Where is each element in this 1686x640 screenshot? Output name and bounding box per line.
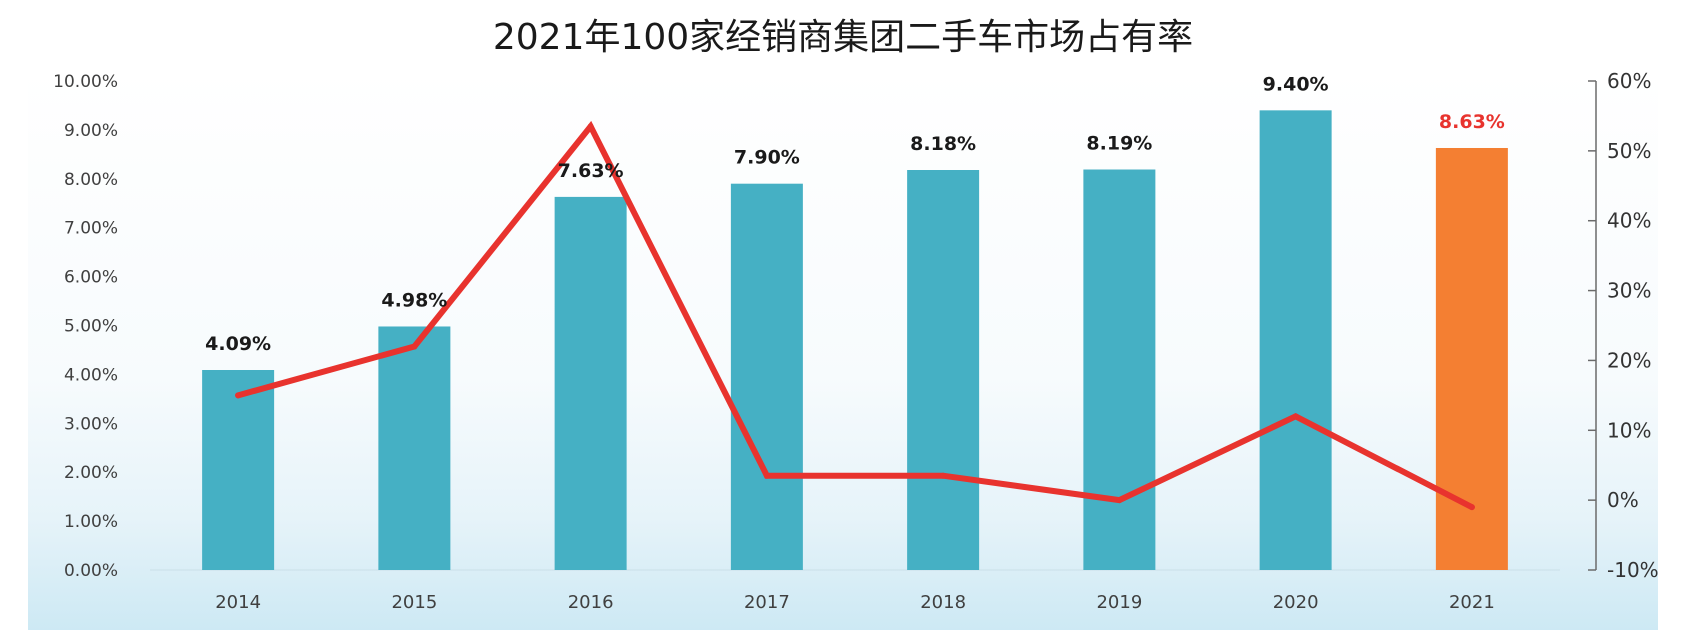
right-axis: -10% 0% 10% 20% 30% 40% 50% 60%	[1588, 69, 1659, 582]
data-label: 8.63%	[1439, 111, 1505, 133]
right-tick-label: 0%	[1607, 488, 1639, 512]
data-label: 8.18%	[910, 133, 976, 155]
data-label: 4.98%	[381, 289, 447, 311]
left-axis: 0.00% 1.00% 2.00% 3.00% 4.00% 5.00% 6.00% 7.00%…	[53, 72, 118, 581]
growth-line	[235, 120, 1475, 511]
left-tick-label: 9.00%	[64, 121, 118, 141]
left-tick-label: 8.00%	[64, 170, 118, 190]
x-axis: 2014 2015 2016 2017 2018 2019 2020 2021	[150, 569, 1560, 613]
line-point	[763, 472, 770, 479]
chart-background	[28, 70, 1658, 630]
left-tick-label: 1.00%	[64, 512, 118, 532]
data-label: 4.09%	[205, 333, 271, 355]
bar	[907, 169, 980, 571]
data-label: 7.63%	[558, 160, 624, 182]
bar	[1083, 169, 1156, 570]
right-tick-label: 10%	[1607, 418, 1651, 442]
right-tick-label: 30%	[1607, 279, 1651, 303]
x-tick-label: 2016	[568, 592, 614, 613]
bar	[202, 369, 275, 570]
bar	[554, 196, 627, 570]
line-point	[587, 123, 594, 130]
left-tick-label: 5.00%	[64, 317, 118, 337]
data-label: 7.90%	[734, 147, 800, 169]
bars	[202, 110, 1508, 571]
left-tick-label: 2.00%	[64, 463, 118, 483]
right-tick-label: -10%	[1607, 558, 1659, 582]
chart-title: 2021年100家经销商集团二手车市场占有率	[492, 17, 1194, 58]
x-tick-label: 2020	[1273, 592, 1319, 613]
bar	[1259, 110, 1332, 570]
bar	[730, 183, 803, 570]
data-label: 9.40%	[1263, 73, 1329, 95]
line-point	[940, 472, 947, 479]
x-tick-label: 2021	[1449, 592, 1495, 613]
bar	[378, 326, 451, 570]
data-labels: 4.09% 4.98% 7.63% 7.90% 8.18% 8.19% 9.40% 8.63%	[205, 73, 1505, 355]
right-tick-label: 40%	[1607, 209, 1651, 233]
x-tick-label: 2019	[1096, 592, 1142, 613]
left-tick-label: 3.00%	[64, 414, 118, 434]
left-tick-label: 7.00%	[64, 219, 118, 239]
left-tick-label: 4.00%	[64, 365, 118, 385]
line-point	[1116, 497, 1123, 504]
growth-line-path	[235, 120, 1475, 511]
right-tick-label: 60%	[1607, 69, 1651, 93]
x-tick-label: 2014	[215, 592, 261, 613]
data-label: 8.19%	[1086, 133, 1152, 155]
x-tick-label: 2015	[391, 592, 437, 613]
line-point	[235, 392, 242, 399]
left-tick-label: 0.00%	[64, 561, 118, 581]
line-point	[411, 343, 418, 350]
line-point	[1292, 413, 1299, 420]
x-tick-label: 2018	[920, 592, 966, 613]
x-tick-label: 2017	[744, 592, 790, 613]
left-tick-label: 6.00%	[64, 268, 118, 288]
bar	[1435, 147, 1508, 571]
line-point	[1468, 504, 1475, 511]
right-tick-label: 50%	[1607, 139, 1651, 163]
left-tick-label: 10.00%	[53, 72, 118, 92]
right-tick-label: 20%	[1607, 348, 1651, 372]
